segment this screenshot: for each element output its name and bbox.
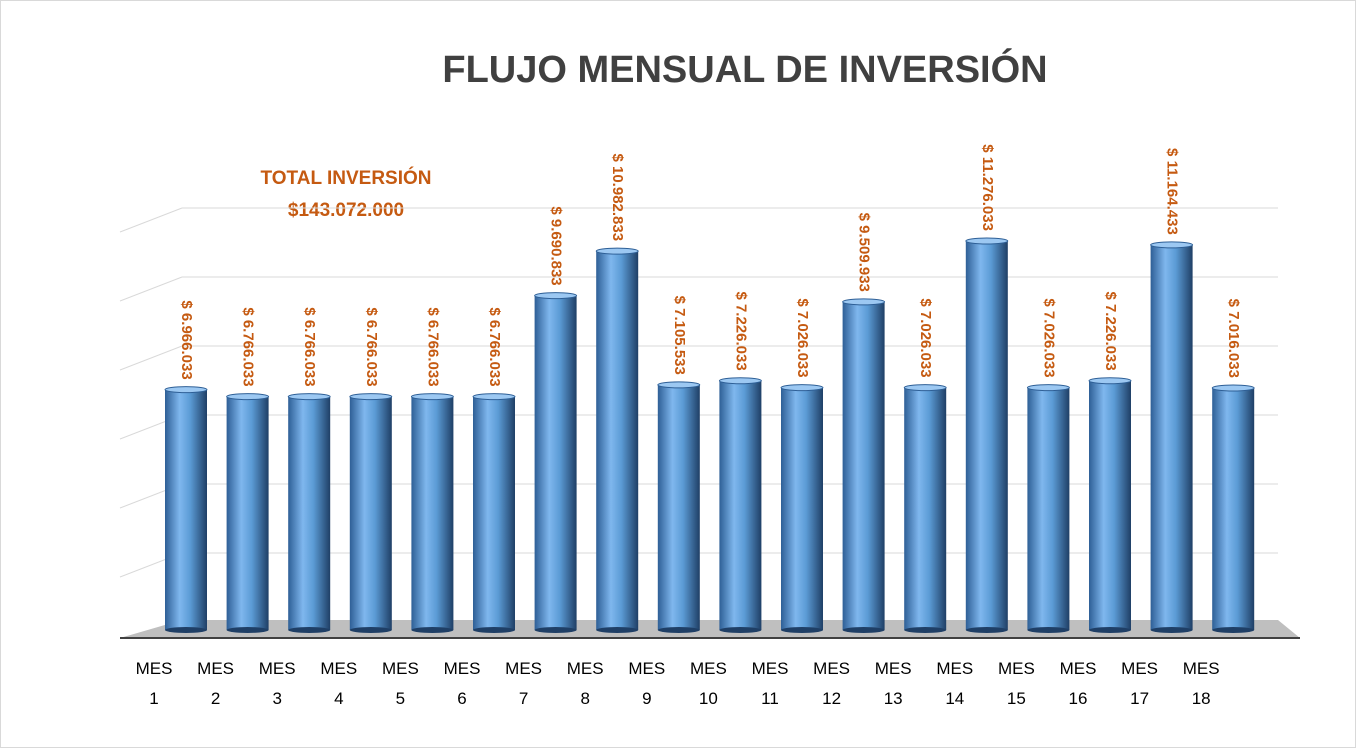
side-grid-line xyxy=(119,276,183,302)
value-label: $ 7.226.033 xyxy=(1102,291,1119,370)
bar-base xyxy=(226,627,269,633)
bar-base xyxy=(842,627,885,633)
bar xyxy=(534,295,577,630)
bar xyxy=(657,384,700,630)
annotation: $143.072.000 xyxy=(288,200,404,221)
value-label: $ 11.164.433 xyxy=(1164,148,1181,235)
bar-cap xyxy=(595,247,639,255)
bar-base xyxy=(1027,627,1070,633)
x-tick-label: MES 17 xyxy=(1121,659,1159,708)
value-label: $ 7.026.033 xyxy=(917,298,934,377)
value-label: $ 9.509.933 xyxy=(856,213,873,292)
value-label: $ 7.026.033 xyxy=(1040,298,1057,377)
bar-base xyxy=(534,627,577,633)
bar-cap xyxy=(842,298,886,306)
x-tick-label: MES 9 xyxy=(628,659,666,708)
value-label: $ 6.766.033 xyxy=(363,307,380,386)
x-tick-label: MES 4 xyxy=(320,659,358,708)
x-tick-label: MES 8 xyxy=(566,659,604,708)
x-tick-label: MES 13 xyxy=(874,659,912,708)
x-tick-label: MES 12 xyxy=(813,659,851,708)
value-label: $ 6.766.033 xyxy=(486,307,503,386)
x-tick-label: MES 3 xyxy=(258,659,296,708)
bar xyxy=(719,380,762,630)
bar-cap xyxy=(657,381,701,389)
bar-cap xyxy=(1150,241,1194,249)
x-tick-label: MES 18 xyxy=(1182,659,1220,708)
bar-base xyxy=(411,627,454,633)
value-label: $ 7.226.033 xyxy=(732,291,749,370)
x-tick-label: MES 7 xyxy=(505,659,543,708)
bar-base xyxy=(965,627,1008,633)
bar xyxy=(1150,244,1193,630)
bar-base xyxy=(288,627,331,633)
bar xyxy=(288,396,331,630)
value-label: $ 11.276.033 xyxy=(979,144,996,231)
value-label: $ 6.766.033 xyxy=(424,307,441,386)
value-label: $ 6.766.033 xyxy=(240,307,257,386)
bar xyxy=(473,396,515,630)
bar xyxy=(411,396,454,630)
x-tick-label: MES 6 xyxy=(443,659,481,708)
bar-base xyxy=(1150,627,1193,633)
bar-cap xyxy=(903,384,947,392)
x-tick-label: MES 14 xyxy=(936,659,974,708)
bar xyxy=(965,240,1008,630)
bar-cap xyxy=(534,292,578,300)
bar-base xyxy=(349,627,392,633)
bar-cap xyxy=(287,393,331,401)
bar-base xyxy=(473,627,515,633)
bar-cap xyxy=(349,393,393,401)
x-tick-label: MES 5 xyxy=(381,659,419,708)
bar-cap xyxy=(1088,377,1132,385)
value-label: $ 7.016.033 xyxy=(1225,299,1242,378)
side-grid-line xyxy=(119,207,183,233)
bar xyxy=(842,301,885,630)
bar xyxy=(226,396,269,630)
bar-cap xyxy=(965,237,1009,245)
bar-base xyxy=(719,627,762,633)
bar xyxy=(1027,387,1070,630)
side-grid-line xyxy=(119,345,183,371)
x-tick-label: MES 16 xyxy=(1059,659,1097,708)
bar-base xyxy=(1089,627,1131,633)
value-label: $ 9.690.833 xyxy=(548,206,565,285)
annotation: TOTAL INVERSIÓN xyxy=(260,167,431,189)
x-tick-label: MES 15 xyxy=(997,659,1035,708)
bar xyxy=(349,396,392,630)
bar-cap xyxy=(780,384,824,392)
value-label: $ 7.105.533 xyxy=(671,296,688,375)
x-tick-label: MES 2 xyxy=(197,659,235,708)
bar-base xyxy=(657,627,700,633)
x-tick-label: MES 11 xyxy=(751,659,789,708)
bar-cap xyxy=(718,377,762,385)
value-label: $ 6.966.033 xyxy=(178,300,195,379)
bar xyxy=(1212,387,1255,630)
bar xyxy=(165,389,207,630)
value-label: $ 6.766.033 xyxy=(301,307,318,386)
bar-cap xyxy=(1026,384,1070,392)
value-label: $ 7.026.033 xyxy=(794,298,811,377)
bar xyxy=(904,387,947,630)
bar xyxy=(596,251,639,630)
x-tick-label: MES 1 xyxy=(135,659,173,708)
bar-cap xyxy=(410,393,454,401)
bar xyxy=(781,387,823,630)
bar-cap xyxy=(226,393,270,401)
bar-base xyxy=(596,627,639,633)
bar-base xyxy=(904,627,947,633)
bar-base xyxy=(781,627,823,633)
value-label: $ 10.982.833 xyxy=(609,153,626,241)
bar-cap xyxy=(472,393,516,401)
bar-cap xyxy=(1211,384,1255,392)
bar-base xyxy=(1212,627,1255,633)
bar-cap xyxy=(164,386,208,394)
chart-title: FLUJO MENSUAL DE INVERSIÓN xyxy=(442,47,1047,91)
bar xyxy=(1089,380,1131,630)
x-tick-label: MES 10 xyxy=(689,659,727,708)
bar-base xyxy=(165,627,207,633)
